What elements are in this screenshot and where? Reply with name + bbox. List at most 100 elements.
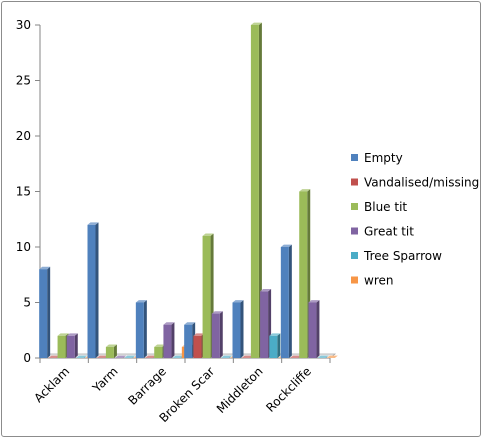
bar-side (316, 300, 320, 358)
bar-top (115, 355, 127, 358)
bar-top (290, 355, 302, 358)
legend-label: wren (364, 274, 393, 288)
bar-front (299, 191, 308, 358)
bar-front (154, 346, 163, 358)
y-tick-label: 25 (16, 74, 31, 88)
bar-top (172, 355, 184, 358)
bar-side (113, 344, 117, 358)
bar-side (277, 333, 281, 358)
legend-label: Tree Sparrow (363, 249, 442, 263)
legend-label: Vandalised/missing (364, 176, 479, 190)
bar-top (232, 300, 244, 303)
x-tick-label: Acklam (31, 364, 72, 405)
bar-great-tit-yarm (115, 355, 127, 358)
bar-side (258, 22, 262, 358)
legend-swatch (351, 178, 358, 186)
bar-top (75, 355, 87, 358)
bar-top (57, 333, 69, 336)
y-tick-label: 10 (16, 240, 31, 254)
bar-top (326, 355, 338, 358)
y-tick-label: 30 (16, 18, 31, 32)
bar-front (66, 335, 75, 358)
bar-front (163, 324, 172, 358)
bar-vandalised-missing-barrage (145, 355, 157, 358)
bar-vandalised-missing-yarm (96, 355, 108, 358)
bar-top (145, 355, 157, 358)
bar-top (211, 311, 223, 314)
bar-front (250, 25, 259, 358)
bar-side (240, 300, 244, 358)
bar-side (95, 222, 99, 358)
bar-side (47, 266, 51, 358)
y-tick-label: 20 (16, 129, 31, 143)
bar-vandalised-missing-middleton (241, 355, 253, 358)
bar-top (202, 233, 214, 236)
legend-swatch (351, 227, 358, 235)
bar-front (57, 335, 66, 358)
bar-front (105, 346, 114, 358)
bar-front (202, 235, 211, 358)
bar-top (48, 355, 60, 358)
y-tick-label: 5 (23, 296, 31, 310)
bar-wren-rockcliffe (326, 355, 338, 358)
bar-top (87, 222, 99, 225)
bar-side (74, 333, 78, 358)
bar-front (87, 224, 96, 358)
bar-side (219, 311, 223, 358)
bar-top (308, 300, 320, 303)
legend-swatch (351, 252, 358, 259)
bar-top (220, 355, 232, 358)
bar-tree-sparrow-yarm (124, 355, 136, 358)
bar-great-tit-barrage (163, 322, 175, 358)
bar-tree-sparrow-rockcliffe (317, 355, 329, 358)
x-tick-label: Barrage (125, 364, 169, 408)
legend-label: Blue tit (364, 200, 407, 214)
bar-top (250, 22, 262, 25)
bar-front (193, 335, 202, 358)
bar-front (184, 324, 193, 358)
x-tick-label: Rockcliffe (263, 364, 314, 415)
bar-side (171, 322, 175, 358)
bar-front (232, 302, 241, 358)
bar-great-tit-rockcliffe (308, 300, 320, 358)
bar-top (124, 355, 136, 358)
bar-side (288, 244, 292, 358)
bar-vandalised-missing-rockcliffe (290, 355, 302, 358)
y-tick-label: 0 (23, 351, 31, 365)
bar-top (260, 289, 272, 292)
legend-swatch (351, 276, 358, 284)
x-tick-label: Middleton (214, 364, 266, 416)
bar-top (154, 344, 166, 347)
x-tick-label: Yarm (89, 364, 120, 395)
bar-tree-sparrow-barrage (172, 355, 184, 358)
bar-empty-barrage (135, 300, 147, 358)
bar-front (280, 247, 289, 358)
bar-side (143, 300, 147, 358)
bar-top (135, 300, 147, 303)
legend-label: Empty (364, 151, 403, 165)
bar-front (269, 335, 278, 358)
bar-empty-acklam (39, 266, 51, 358)
bar-great-tit-acklam (66, 333, 78, 358)
bar-empty-middleton (232, 300, 244, 358)
bar-top (193, 333, 205, 336)
bar-blue-tit-middleton (250, 22, 262, 358)
bar-top (66, 333, 78, 336)
bar-front (211, 313, 220, 358)
bar-top (105, 344, 117, 347)
bar-empty-rockcliffe (280, 244, 292, 358)
bar-front (135, 302, 144, 358)
bar-front (39, 269, 48, 358)
bar-tree-sparrow-middleton (269, 333, 281, 358)
bar-top (96, 355, 108, 358)
bar-front (260, 291, 269, 358)
bar-front (308, 302, 317, 358)
bar-top (299, 189, 311, 192)
legend-swatch (351, 154, 358, 161)
y-tick-label: 15 (16, 185, 31, 199)
bar-blue-tit-yarm (105, 344, 117, 358)
bar-top (241, 355, 253, 358)
bar-top (184, 322, 196, 325)
